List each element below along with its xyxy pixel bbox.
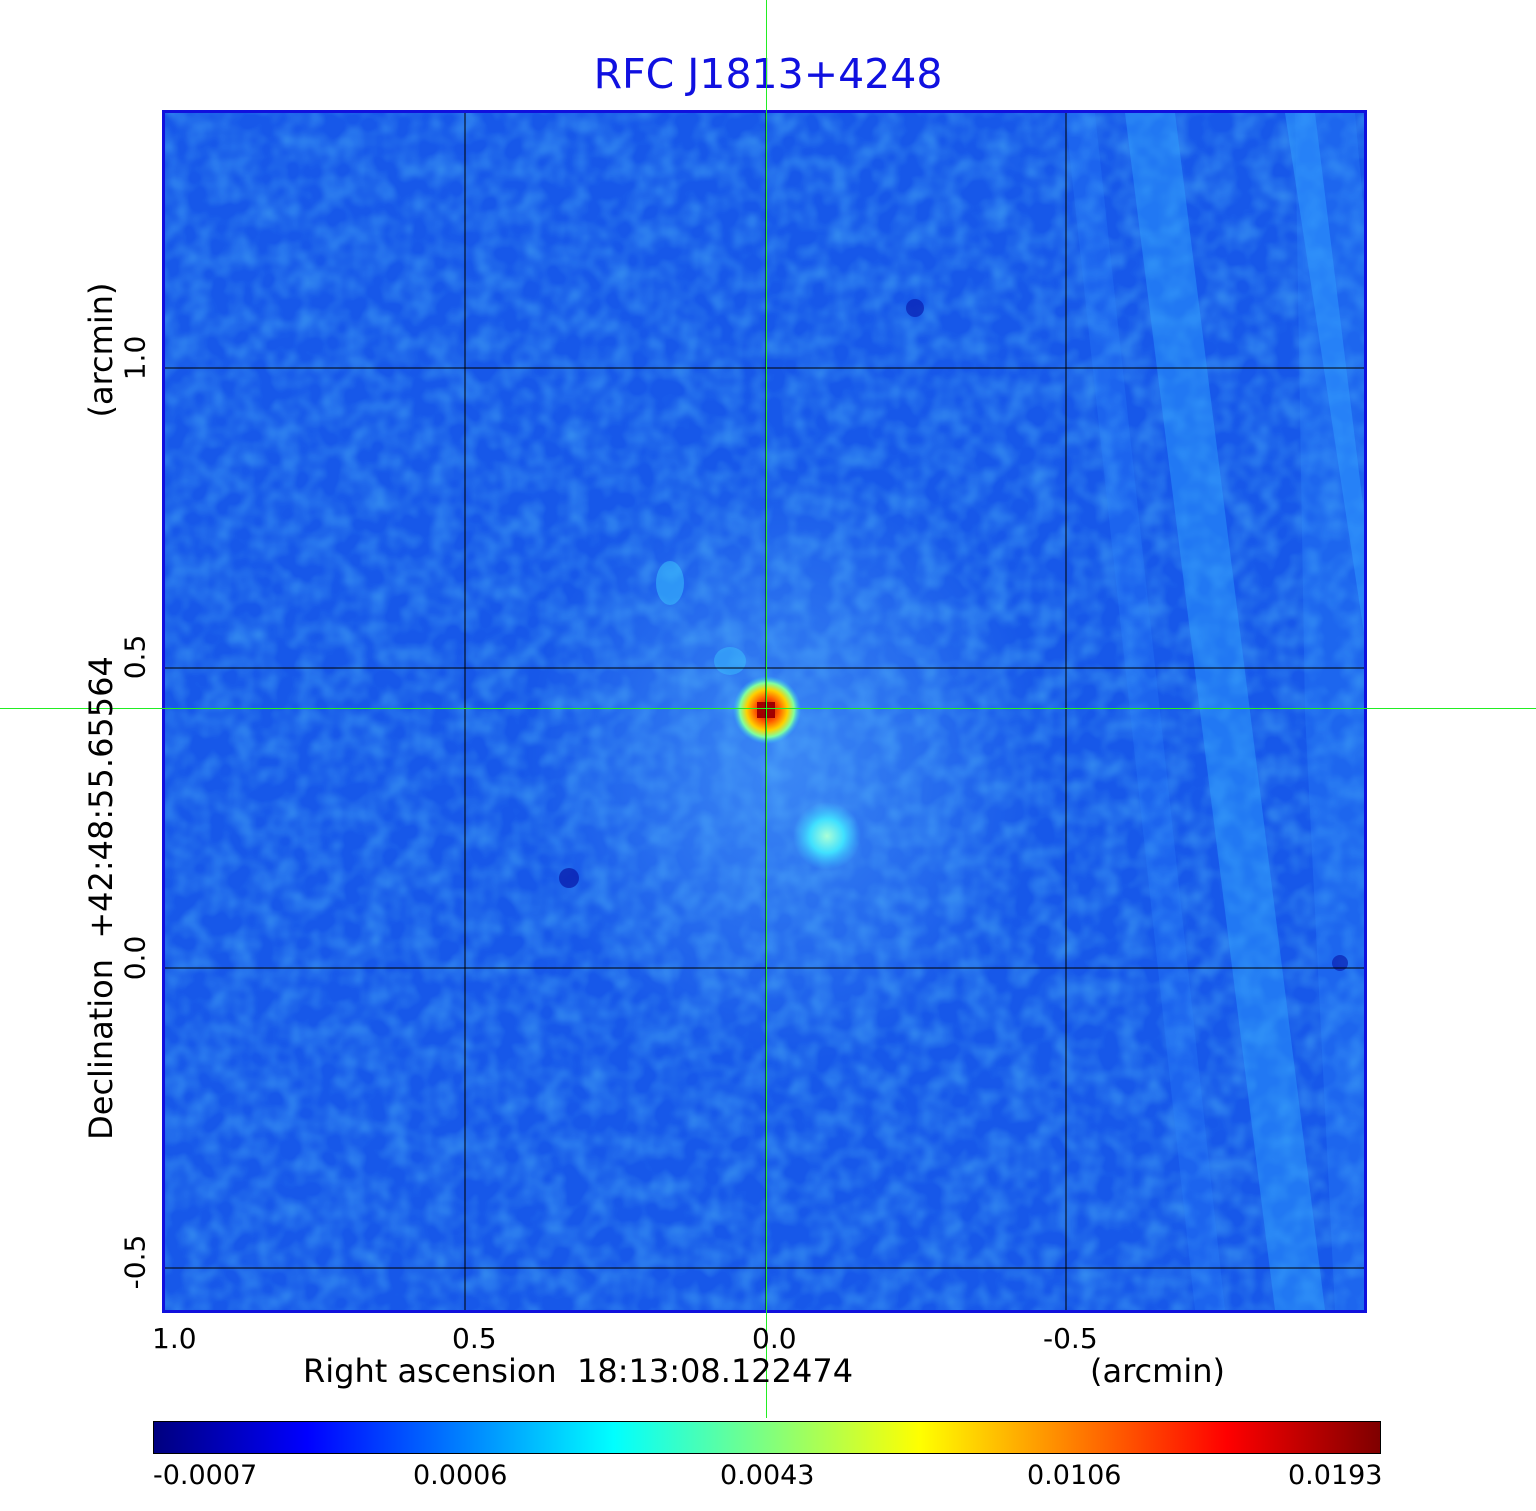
y-tick-label: 0.0 <box>118 935 152 981</box>
y-axis-label: Declination +42:48:55.65564 <box>82 656 120 1140</box>
radio-map-image <box>165 113 1364 1310</box>
colorbar-tick-label: 0.0043 <box>720 1460 815 1491</box>
y-tick-label: 1.0 <box>118 335 152 381</box>
map-secondary-component <box>793 802 861 870</box>
radio-map[interactable] <box>162 110 1367 1313</box>
x-tick-label: 0.5 <box>452 1322 497 1355</box>
x-tick-label: 0.0 <box>752 1322 797 1355</box>
crosshair-vertical <box>766 0 767 1418</box>
x-axis-unit: (arcmin) <box>1090 1352 1225 1390</box>
colorbar-tick-label: -0.0007 <box>153 1460 258 1491</box>
x-tick-label: -0.5 <box>1043 1322 1098 1355</box>
y-axis-unit: (arcmin) <box>82 282 120 418</box>
crosshair-horizontal <box>0 708 1536 709</box>
colorbar-tick-label: 0.0006 <box>413 1460 508 1491</box>
y-tick-label: 0.5 <box>118 634 152 680</box>
colorbar-tick-label: 0.0193 <box>1288 1460 1383 1491</box>
colorbar-tick-label: 0.0106 <box>1027 1460 1122 1491</box>
map-stripe <box>1285 113 1364 633</box>
y-tick-label: -0.5 <box>118 1234 152 1290</box>
x-axis-label: Right ascension 18:13:08.122474 <box>303 1352 854 1390</box>
map-diffuse-emission <box>525 463 1045 1063</box>
image-title: RFC J1813+4248 <box>593 50 943 98</box>
x-tick-label: 1.0 <box>152 1322 197 1355</box>
map-stripe <box>1125 113 1325 1310</box>
colorbar <box>153 1421 1381 1454</box>
